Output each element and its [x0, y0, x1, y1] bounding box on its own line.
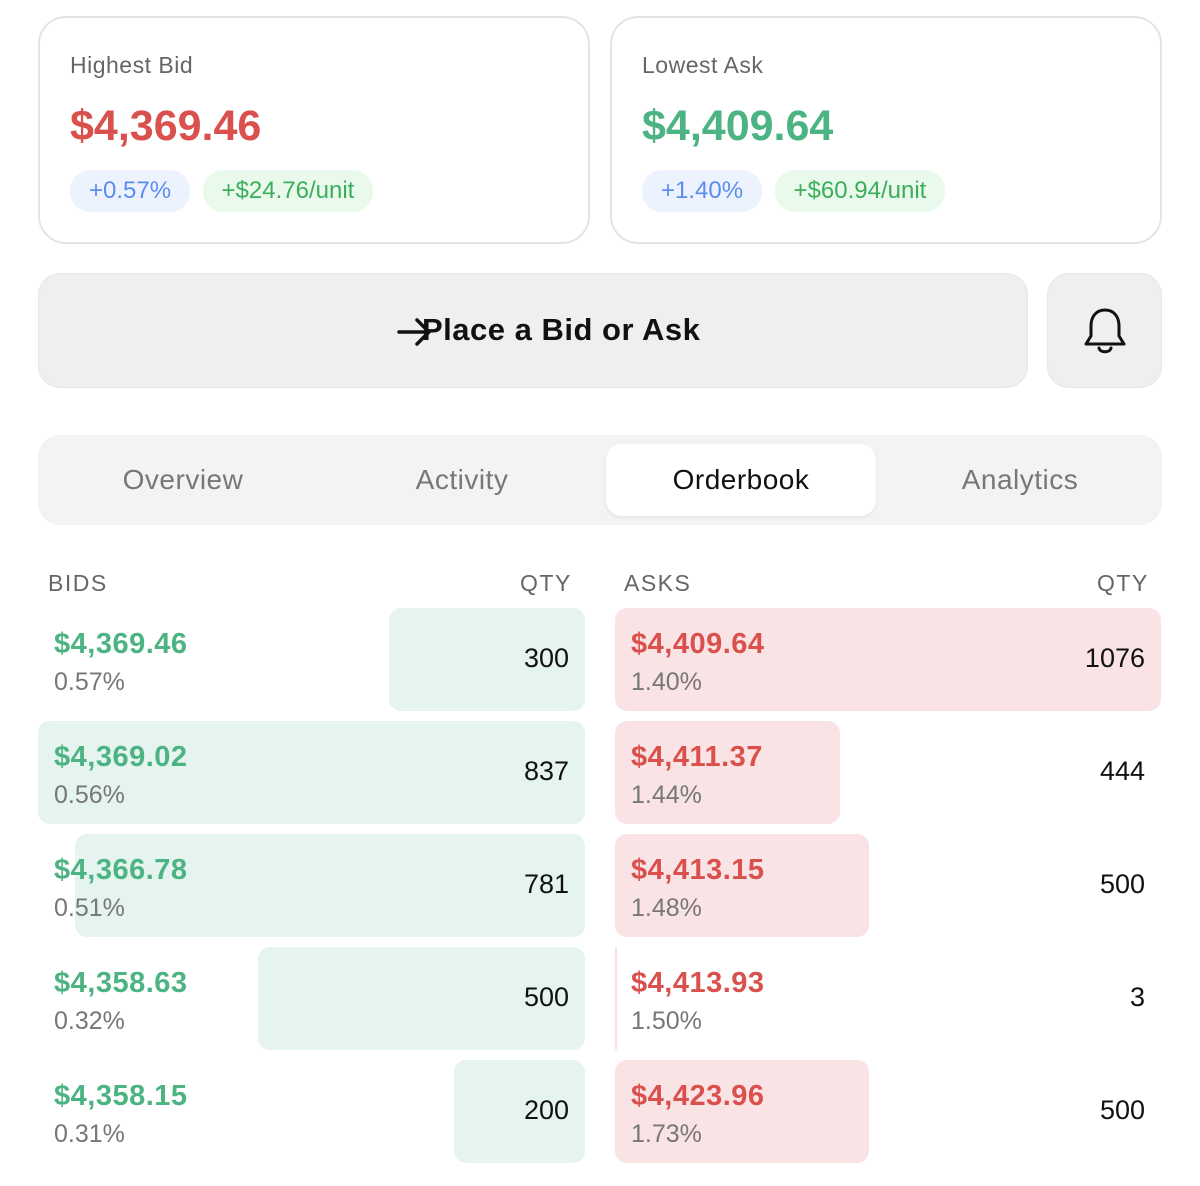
lowest-ask-card: Lowest Ask $4,409.64 +1.40% +$60.94/unit [610, 16, 1162, 244]
place-bid-button[interactable]: Place a Bid or Ask [38, 273, 1028, 388]
change-pct: +1.40% [642, 170, 763, 212]
depth-bar [454, 1060, 585, 1163]
row-price: $4,411.37 [631, 741, 763, 773]
row-qty: 1076 [1084, 643, 1145, 673]
row-qty: 500 [1099, 1095, 1145, 1125]
row-pct: 1.50% [631, 1007, 702, 1035]
row-qty: 781 [523, 869, 569, 899]
depth-bar [74, 834, 585, 937]
depth-bar [258, 947, 585, 1050]
badges: +1.40% +$60.94/unit [642, 170, 946, 212]
tab[interactable]: Analytics [961, 464, 1079, 495]
notify-button[interactable] [1047, 273, 1162, 388]
depth-bar [388, 608, 585, 711]
row-qty: 837 [523, 756, 569, 786]
card-label: Lowest Ask [642, 52, 764, 78]
bids-header: BIDS [48, 570, 108, 596]
row-price: $4,358.63 [54, 967, 188, 999]
row-pct: 0.57% [54, 668, 125, 696]
row-pct: 0.32% [54, 1007, 125, 1035]
bell-icon [1084, 308, 1126, 354]
depth-bar [615, 608, 1161, 711]
depth-bar [615, 721, 841, 824]
depth-bar [615, 947, 617, 1050]
card-label: Highest Bid [70, 52, 194, 78]
row-pct: 1.40% [631, 668, 702, 696]
badges: +0.57% +$24.76/unit [70, 170, 374, 212]
arrow-icon [397, 318, 431, 346]
row-qty: 200 [523, 1095, 569, 1125]
asks-header: ASKS [624, 570, 692, 596]
row-pct: 1.44% [631, 781, 702, 809]
row-price: $4,366.78 [54, 854, 188, 886]
depth-bar [615, 1060, 869, 1163]
row-qty: 444 [1099, 756, 1145, 786]
highest-bid-card: Highest Bid $4,369.46 +0.57% +$24.76/uni… [38, 16, 590, 244]
row-price: $4,369.46 [54, 628, 188, 660]
tab-bar: Overview Activity Orderbook Analytics [38, 435, 1162, 525]
row-price: $4,369.02 [54, 741, 188, 773]
row-qty: 300 [523, 643, 569, 673]
row-price: $4,413.93 [631, 967, 765, 999]
depth-bar [38, 721, 585, 824]
row-qty: 500 [1099, 869, 1145, 899]
row-pct: 0.31% [54, 1120, 125, 1148]
tab[interactable]: Activity [415, 464, 509, 495]
change-pct: +0.57% [70, 170, 191, 212]
qty-header: QTY [520, 570, 572, 596]
row-pct: 0.51% [54, 894, 125, 922]
row-pct: 1.73% [631, 1120, 702, 1148]
card-price: $4,369.46 [70, 102, 262, 150]
card-price: $4,409.64 [642, 102, 834, 150]
tab[interactable]: Orderbook [606, 444, 876, 516]
change-unit: +$24.76/unit [202, 170, 374, 212]
row-price: $4,358.15 [54, 1080, 188, 1112]
row-qty: 500 [523, 982, 569, 1012]
row-pct: 0.56% [54, 781, 125, 809]
row-price: $4,423.96 [631, 1080, 765, 1112]
row-qty: 3 [1129, 982, 1145, 1012]
row-pct: 1.48% [631, 894, 702, 922]
tab[interactable]: Overview [122, 464, 244, 495]
row-price: $4,413.15 [631, 854, 765, 886]
depth-bar [615, 834, 869, 937]
row-price: $4,409.64 [631, 628, 765, 660]
button-label: Place a Bid or Ask [422, 312, 701, 347]
change-unit: +$60.94/unit [774, 170, 946, 212]
qty-header: QTY [1097, 570, 1149, 596]
